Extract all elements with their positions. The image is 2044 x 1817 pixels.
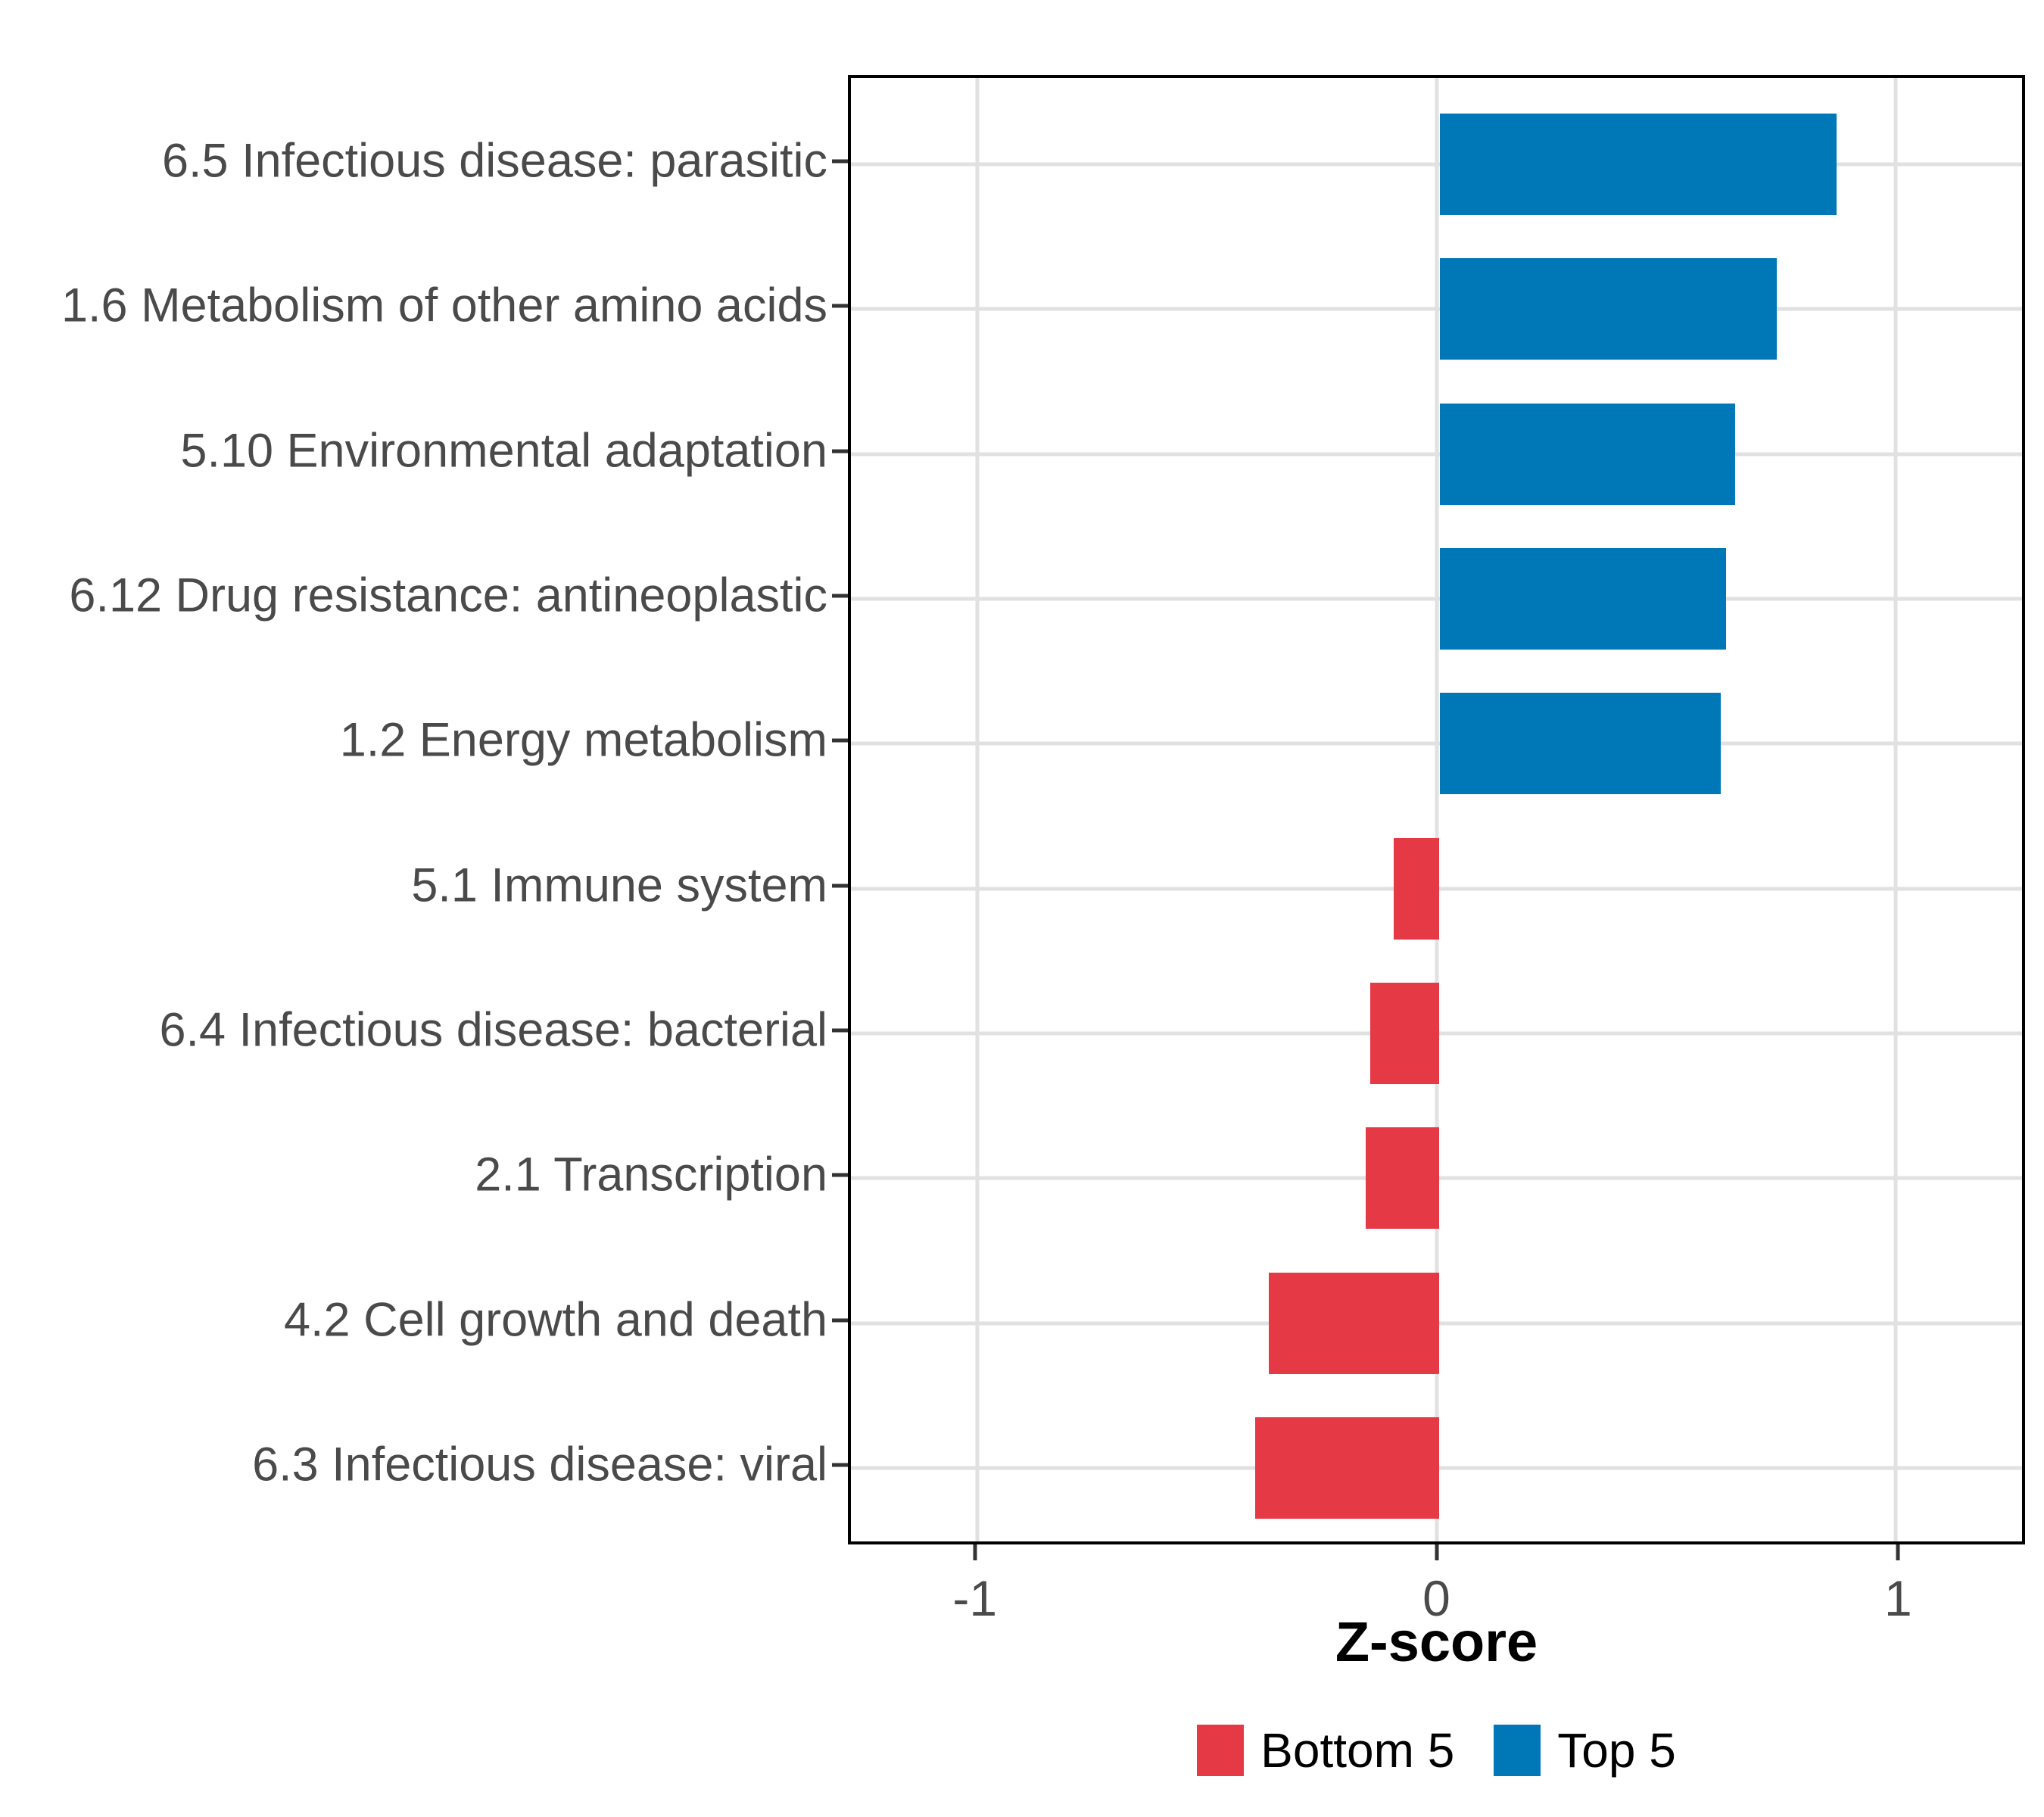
gridline-category [851,307,2022,311]
y-tick-mark [832,449,848,453]
y-axis-label: 1.6 Metabolism of other amino acids [61,279,827,332]
y-axis-label: 6.12 Drug resistance: antineoplastic [69,569,827,622]
x-tick-mark [973,1544,977,1560]
bar-top5 [1439,403,1735,505]
gridline-category [851,597,2022,601]
y-tick-mark [832,594,848,598]
y-axis-label: 5.1 Immune system [411,859,827,912]
legend-swatch [1197,1725,1245,1776]
bar-top5 [1439,114,1837,215]
legend-label: Bottom 5 [1260,1723,1455,1778]
plot-area [851,78,2022,1541]
legend-entry-bottom-5: Bottom 5 [1197,1725,1454,1776]
y-axis-label: 1.2 Energy metabolism [339,713,827,767]
y-tick-mark [832,738,848,743]
plot-panel [848,75,2025,1544]
gridline-x--1 [975,78,980,1541]
bar-bottom5 [1370,982,1440,1084]
y-tick-mark [832,159,848,164]
y-tick-mark [832,304,848,308]
bar-top5 [1439,258,1777,360]
legend-swatch [1494,1725,1541,1776]
y-axis-label: 6.4 Infectious disease: bacterial [159,1003,827,1057]
gridline-category [851,162,2022,167]
x-axis-title: Z-score [1335,1610,1538,1673]
bar-top5 [1439,693,1722,795]
y-axis-label: 6.3 Infectious disease: viral [252,1438,827,1491]
y-axis-label: 5.10 Environmental adaptation [180,424,827,478]
legend-entry-top-5: Top 5 [1494,1725,1676,1776]
gridline-x-0 [1435,78,1438,1541]
x-tick-mark [1435,1544,1438,1560]
legend: Bottom 5 Top 5 [848,1725,2025,1776]
y-axis-label: 6.5 Infectious disease: parasitic [162,134,827,188]
y-axis-label: 4.2 Cell growth and death [284,1293,827,1347]
gridline-category [851,741,2022,746]
x-tick-label: 0 [1422,1570,1450,1626]
x-tick-mark [1896,1544,1900,1560]
legend-label: Top 5 [1557,1723,1676,1778]
bar-bottom5 [1268,1272,1440,1374]
gridline-category [851,452,2022,457]
y-axis-label: 2.1 Transcription [475,1148,827,1201]
x-tick-label: -1 [952,1570,998,1626]
y-tick-mark [832,1173,848,1177]
x-tick-label: 1 [1884,1570,1912,1626]
bar-bottom5 [1365,1127,1440,1230]
y-tick-mark [832,884,848,888]
bar-bottom5 [1254,1417,1440,1519]
gridline-x-1 [1893,78,1898,1541]
bar-bottom5 [1393,837,1440,940]
y-tick-mark [832,1463,848,1467]
y-tick-mark [832,1028,848,1033]
y-tick-mark [832,1318,848,1323]
bar-top5 [1439,547,1726,650]
